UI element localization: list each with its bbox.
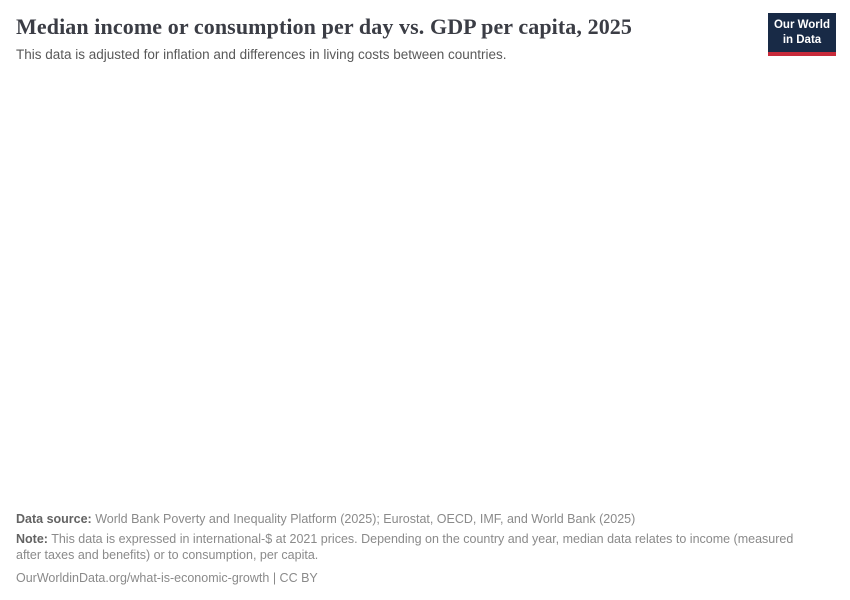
owid-url-link[interactable]: OurWorldinData.org/what-is-economic-grow…	[16, 571, 270, 585]
data-source-line: Data source: World Bank Poverty and Ineq…	[16, 511, 834, 527]
chart-subtitle: This data is adjusted for inflation and …	[16, 47, 507, 63]
chart-header: Median income or consumption per day vs.…	[0, 0, 850, 64]
owid-logo[interactable]: Our World in Data	[768, 13, 836, 56]
owid-logo-line2: in Data	[782, 33, 822, 46]
note-label: Note:	[16, 532, 48, 546]
note-text: This data is expressed in international-…	[16, 532, 794, 562]
note-line: Note: This data is expressed in internat…	[16, 531, 816, 563]
footer-separator: |	[269, 571, 280, 585]
data-source-label: Data source:	[16, 512, 92, 526]
chart-plot-area-empty	[0, 80, 850, 500]
owid-logo-line1: Our World	[773, 19, 830, 31]
origin-line: OurWorldinData.org/what-is-economic-grow…	[16, 570, 834, 586]
chart-footer: Data source: World Bank Poverty and Ineq…	[16, 511, 834, 586]
data-source-text: World Bank Poverty and Inequality Platfo…	[91, 512, 636, 526]
cc-by-license-link[interactable]: CC BY	[279, 571, 318, 585]
chart-title: Median income or consumption per day vs.…	[16, 14, 633, 39]
